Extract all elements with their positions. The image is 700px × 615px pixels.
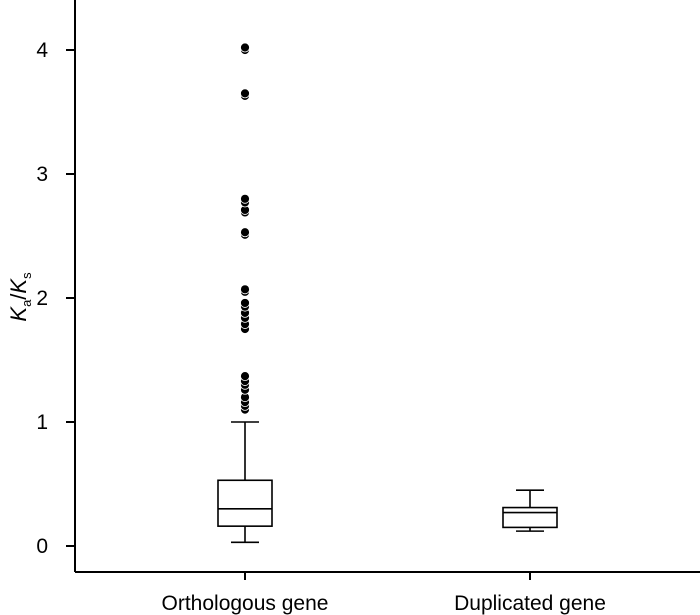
x-tick-label: Orthologous gene bbox=[162, 592, 329, 615]
outlier-point bbox=[240, 284, 250, 295]
box-duplicated bbox=[502, 489, 558, 532]
x-tick-label: Duplicated gene bbox=[454, 592, 606, 615]
y-ticks: 0 1 2 3 4 bbox=[36, 39, 75, 558]
y-tick-label: 0 bbox=[36, 535, 48, 558]
outlier-point bbox=[240, 42, 250, 53]
axes bbox=[74, 0, 700, 573]
x-ticks: Orthologous gene Duplicated gene bbox=[162, 572, 606, 615]
outlier-point bbox=[240, 227, 250, 238]
box-iqr bbox=[502, 506, 558, 529]
outlier-point bbox=[240, 88, 250, 99]
outlier-point bbox=[240, 193, 250, 204]
y-tick-label: 1 bbox=[36, 411, 48, 434]
y-tick-label: 4 bbox=[36, 39, 48, 62]
outlier-point bbox=[240, 371, 250, 382]
y-axis-label: Ka/Ks bbox=[6, 272, 34, 322]
y-tick-label: 3 bbox=[36, 163, 48, 186]
box-iqr bbox=[217, 479, 273, 527]
box-orthologous bbox=[217, 42, 273, 544]
y-tick-label: 2 bbox=[36, 287, 48, 310]
outlier-point bbox=[240, 298, 250, 308]
boxes bbox=[217, 42, 558, 544]
